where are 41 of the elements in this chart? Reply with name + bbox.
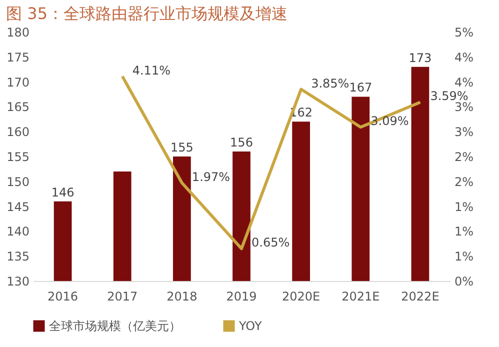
x-tick-label: 2019 [226, 290, 257, 304]
x-tick-label: 2018 [166, 290, 198, 304]
y2-tick-label: 4% [454, 75, 474, 90]
y2-tick-label: 1% [454, 250, 474, 264]
y-tick-label: 180 [6, 26, 30, 40]
y-tick-label: 155 [6, 150, 30, 164]
y-tick-label: 145 [6, 200, 30, 214]
y-tick-label: 175 [6, 50, 30, 64]
data-label: 146 [51, 185, 74, 200]
data-label: 167 [349, 80, 372, 95]
y-tick-label: 170 [6, 75, 30, 90]
y-tick-label: 160 [6, 125, 30, 140]
chart-title: 图 35：全球路由器行业市场规模及增速 [6, 4, 288, 23]
y2-tick-label: 1% [454, 200, 474, 214]
y2-tick-label: 3% [454, 125, 474, 140]
y-tick-label: 130 [6, 274, 30, 288]
x-tick-label: 2020E [282, 290, 320, 304]
y-tick-label: 150 [6, 174, 30, 189]
data-label: 155 [170, 140, 194, 154]
data-label: 173 [408, 50, 432, 65]
data-label: 3.85% [311, 76, 350, 90]
data-label: 0.65% [252, 236, 290, 250]
legend-label: YOY [238, 319, 262, 333]
y2-tick-label: 2% [454, 174, 474, 189]
x-tick-label: 2021E [342, 290, 380, 304]
y-tick-label: 140 [6, 224, 30, 239]
y2-tick-label: 2% [454, 150, 474, 164]
y2-tick-label: 1% [454, 224, 474, 239]
x-tick-label: 2017 [107, 290, 138, 304]
line-series [120, 74, 422, 250]
x-tick-label: 2016 [48, 290, 78, 304]
y2-tick-label: 0% [454, 274, 474, 288]
legend-label: 全球市场规模（亿美元） [49, 319, 181, 333]
x-tick-label: 2022E [401, 290, 440, 304]
y-tick-label: 135 [6, 250, 30, 264]
y2-tick-label: 5% [454, 26, 474, 40]
y2-tick-label: 4% [454, 50, 474, 64]
data-label: 1.97% [192, 170, 230, 184]
y-tick-label: 165 [6, 100, 30, 114]
data-label: 4.11% [132, 63, 170, 78]
data-label: 156 [230, 136, 253, 150]
